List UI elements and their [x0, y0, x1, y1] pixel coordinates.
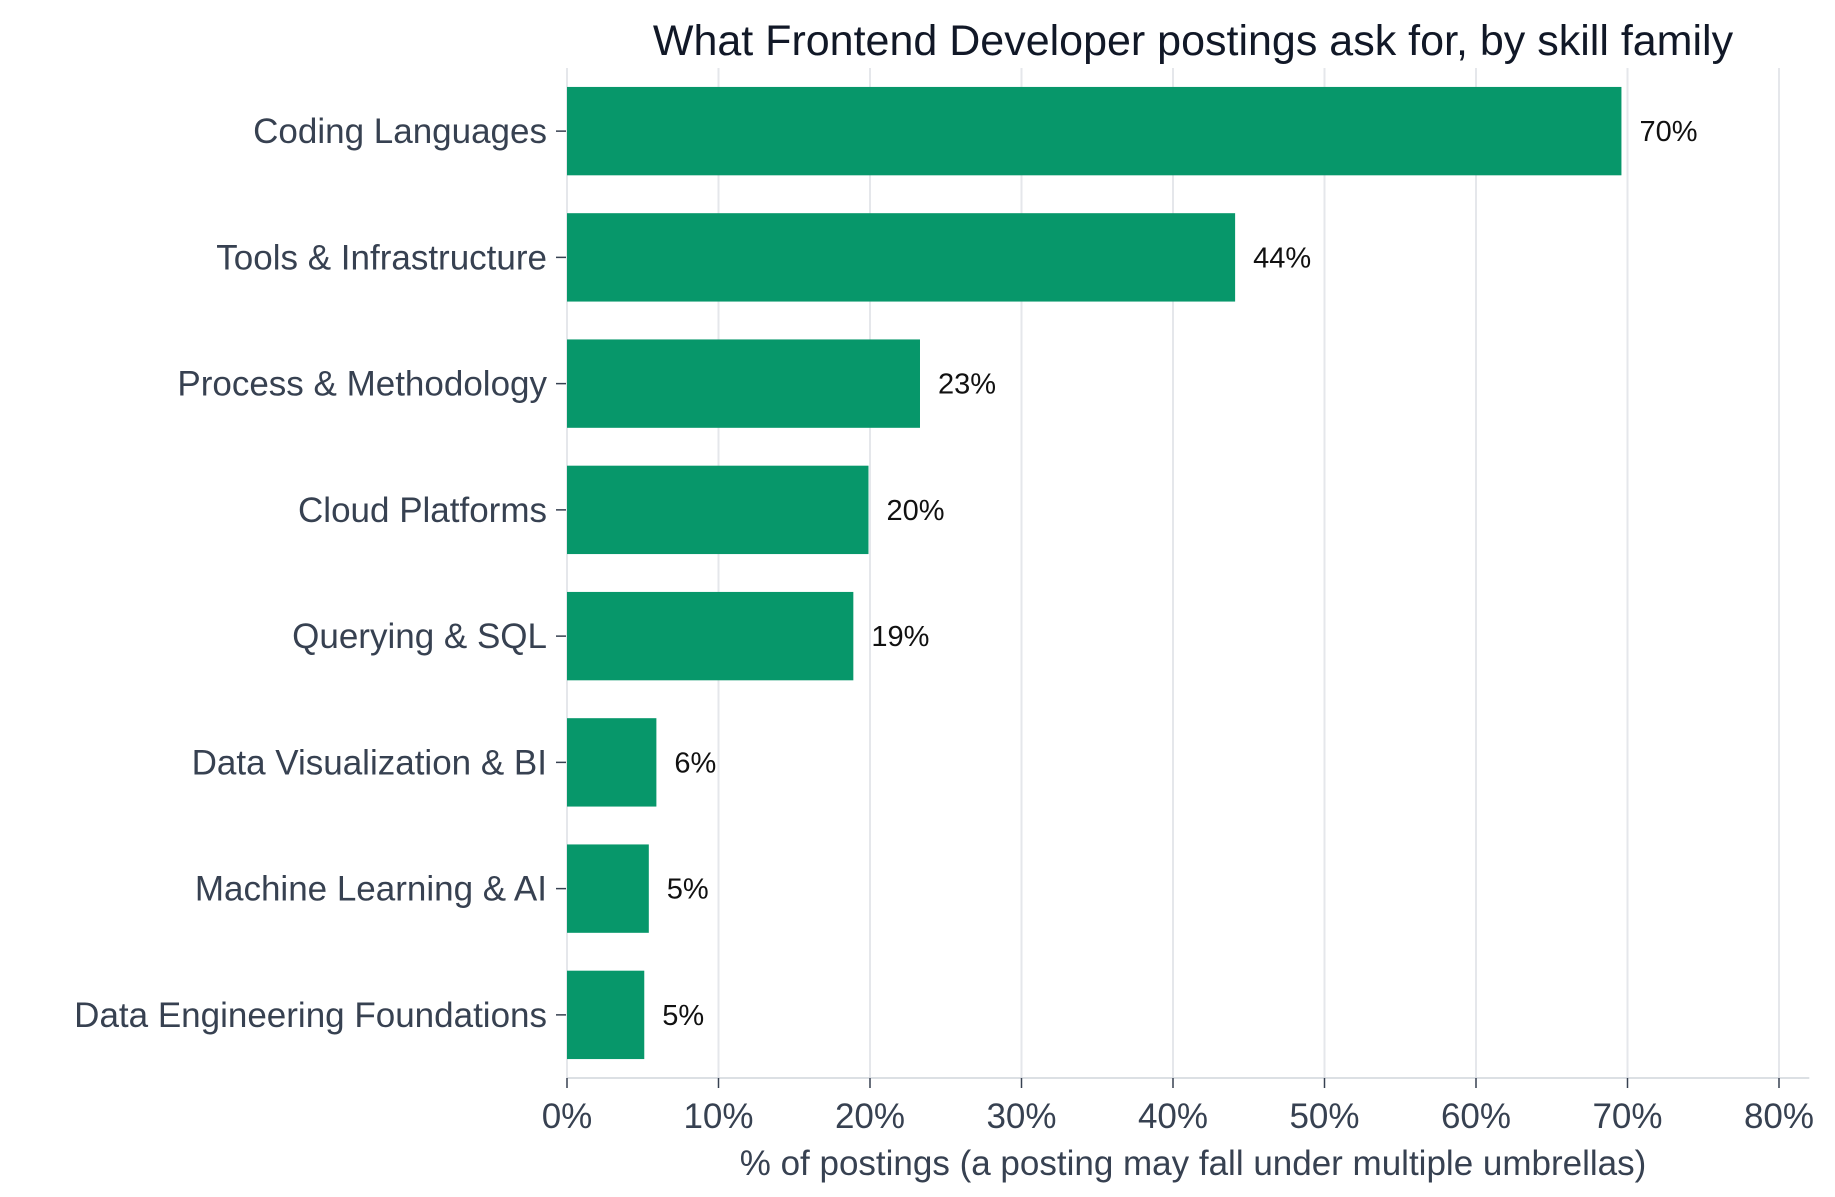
value-label-6: 5% — [667, 874, 709, 906]
x-tick-label-7: 70% — [1592, 1097, 1662, 1136]
bar-6 — [567, 844, 649, 933]
bar-5 — [567, 718, 657, 807]
category-label-4: Querying & SQL — [292, 617, 547, 656]
bar-0 — [567, 86, 1622, 176]
value-label-2: 23% — [938, 369, 996, 401]
value-label-7: 5% — [662, 1000, 704, 1032]
x-tick-label-6: 60% — [1441, 1097, 1511, 1136]
value-label-5: 6% — [674, 747, 716, 779]
x-tick-label-1: 10% — [683, 1097, 753, 1136]
x-tick-label-5: 50% — [1289, 1097, 1359, 1136]
x-axis: 0% 10% 20% 30% 40% 50% 60% 70% 80% — [542, 1077, 1814, 1136]
category-labels: Coding Languages Tools & Infrastructure Pr… — [74, 112, 566, 1035]
bar-7 — [567, 970, 645, 1060]
category-label-3: Cloud Platforms — [298, 491, 547, 530]
value-label-4: 19% — [871, 621, 929, 653]
category-label-2: Process & Methodology — [177, 365, 547, 404]
value-labels: 70% 44% 23% 20% 19% 6% 5% 5% — [662, 116, 1697, 1032]
category-label-7: Data Engineering Foundations — [74, 996, 547, 1035]
x-tick-label-0: 0% — [542, 1097, 593, 1136]
value-label-1: 44% — [1253, 242, 1311, 274]
bar-1 — [567, 213, 1236, 302]
bar-2 — [567, 339, 920, 428]
category-label-1: Tools & Infrastructure — [216, 238, 547, 277]
category-label-0: Coding Languages — [253, 112, 547, 151]
x-tick-label-8: 80% — [1744, 1097, 1814, 1136]
value-label-0: 70% — [1639, 116, 1697, 148]
category-label-5: Data Visualization & BI — [192, 743, 547, 782]
x-axis-label: % of postings (a posting may fall under … — [740, 1144, 1647, 1183]
chart-title: What Frontend Developer postings ask for… — [653, 17, 1734, 65]
bar-3 — [567, 465, 869, 555]
x-tick-label-3: 30% — [986, 1097, 1056, 1136]
category-label-6: Machine Learning & AI — [195, 870, 547, 909]
value-label-3: 20% — [886, 495, 944, 527]
x-tick-label-2: 20% — [835, 1097, 905, 1136]
bar-4 — [567, 591, 854, 681]
x-tick-label-4: 40% — [1138, 1097, 1208, 1136]
bars — [567, 86, 1622, 1060]
